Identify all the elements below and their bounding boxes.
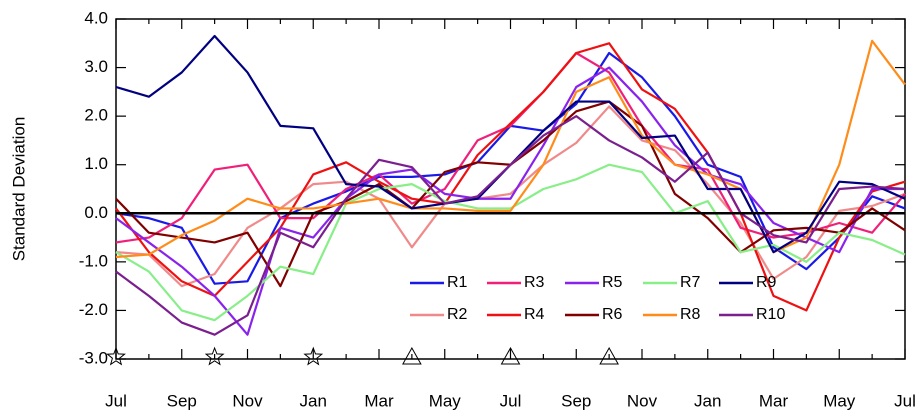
legend-label: R4	[524, 306, 545, 323]
x-tick-label: Jul	[105, 391, 127, 410]
series-line	[115, 163, 906, 322]
legend-label: R1	[447, 274, 468, 291]
x-tick-label: May	[823, 391, 856, 410]
series-line	[115, 39, 906, 259]
y-tick-label: -1.0	[79, 251, 108, 270]
y-tick-label: 0.0	[84, 203, 108, 222]
x-tick-label: May	[429, 391, 462, 410]
star-marker	[106, 346, 126, 366]
series-line	[115, 105, 906, 288]
legend-label: R5	[602, 274, 623, 291]
triangle-marker	[500, 346, 521, 365]
x-tick-label: Nov	[232, 391, 263, 410]
star-marker	[303, 346, 324, 366]
series-line	[115, 34, 906, 254]
series-line	[115, 51, 906, 285]
series-line	[115, 51, 906, 244]
x-tick-label: Nov	[627, 391, 658, 410]
legend-label: R6	[602, 306, 623, 323]
legend-label: R8	[680, 306, 701, 323]
legend-label: R9	[756, 274, 777, 291]
legend-label: R2	[447, 306, 468, 323]
legend: R1 R2 R3 R4 R5 R6 R7 R8 R9 R10	[410, 274, 785, 323]
x-tick-label: Mar	[364, 391, 394, 410]
x-tick-label: Jul	[500, 391, 522, 410]
star-marker	[204, 346, 225, 366]
y-tick-label: 3.0	[84, 57, 108, 76]
y-tick-label: -3.0	[79, 348, 108, 367]
legend-label: R10	[756, 306, 785, 323]
y-tick-label: 1.0	[84, 154, 108, 173]
x-tick-label: Sep	[167, 391, 197, 410]
y-tick-label: 2.0	[84, 106, 108, 125]
legend-label: R3	[524, 274, 545, 291]
plot-frame	[115, 18, 906, 360]
series-line	[115, 66, 905, 336]
triangle-marker	[599, 346, 619, 365]
y-tick-label: -2.0	[79, 300, 108, 319]
y-axis-label: Standard Deviation	[9, 117, 28, 262]
legend-label: R7	[680, 274, 701, 291]
x-tick-label: Jan	[694, 391, 721, 410]
x-tick-label: Sep	[561, 391, 591, 410]
x-tick-label: Jul	[894, 391, 916, 410]
x-tick-label: Mar	[759, 391, 789, 410]
x-tick-label: Jan	[300, 391, 327, 410]
series-line	[115, 42, 906, 312]
y-tick-label: 4.0	[84, 8, 108, 27]
triangle-marker	[402, 346, 422, 365]
series-line	[115, 115, 906, 336]
